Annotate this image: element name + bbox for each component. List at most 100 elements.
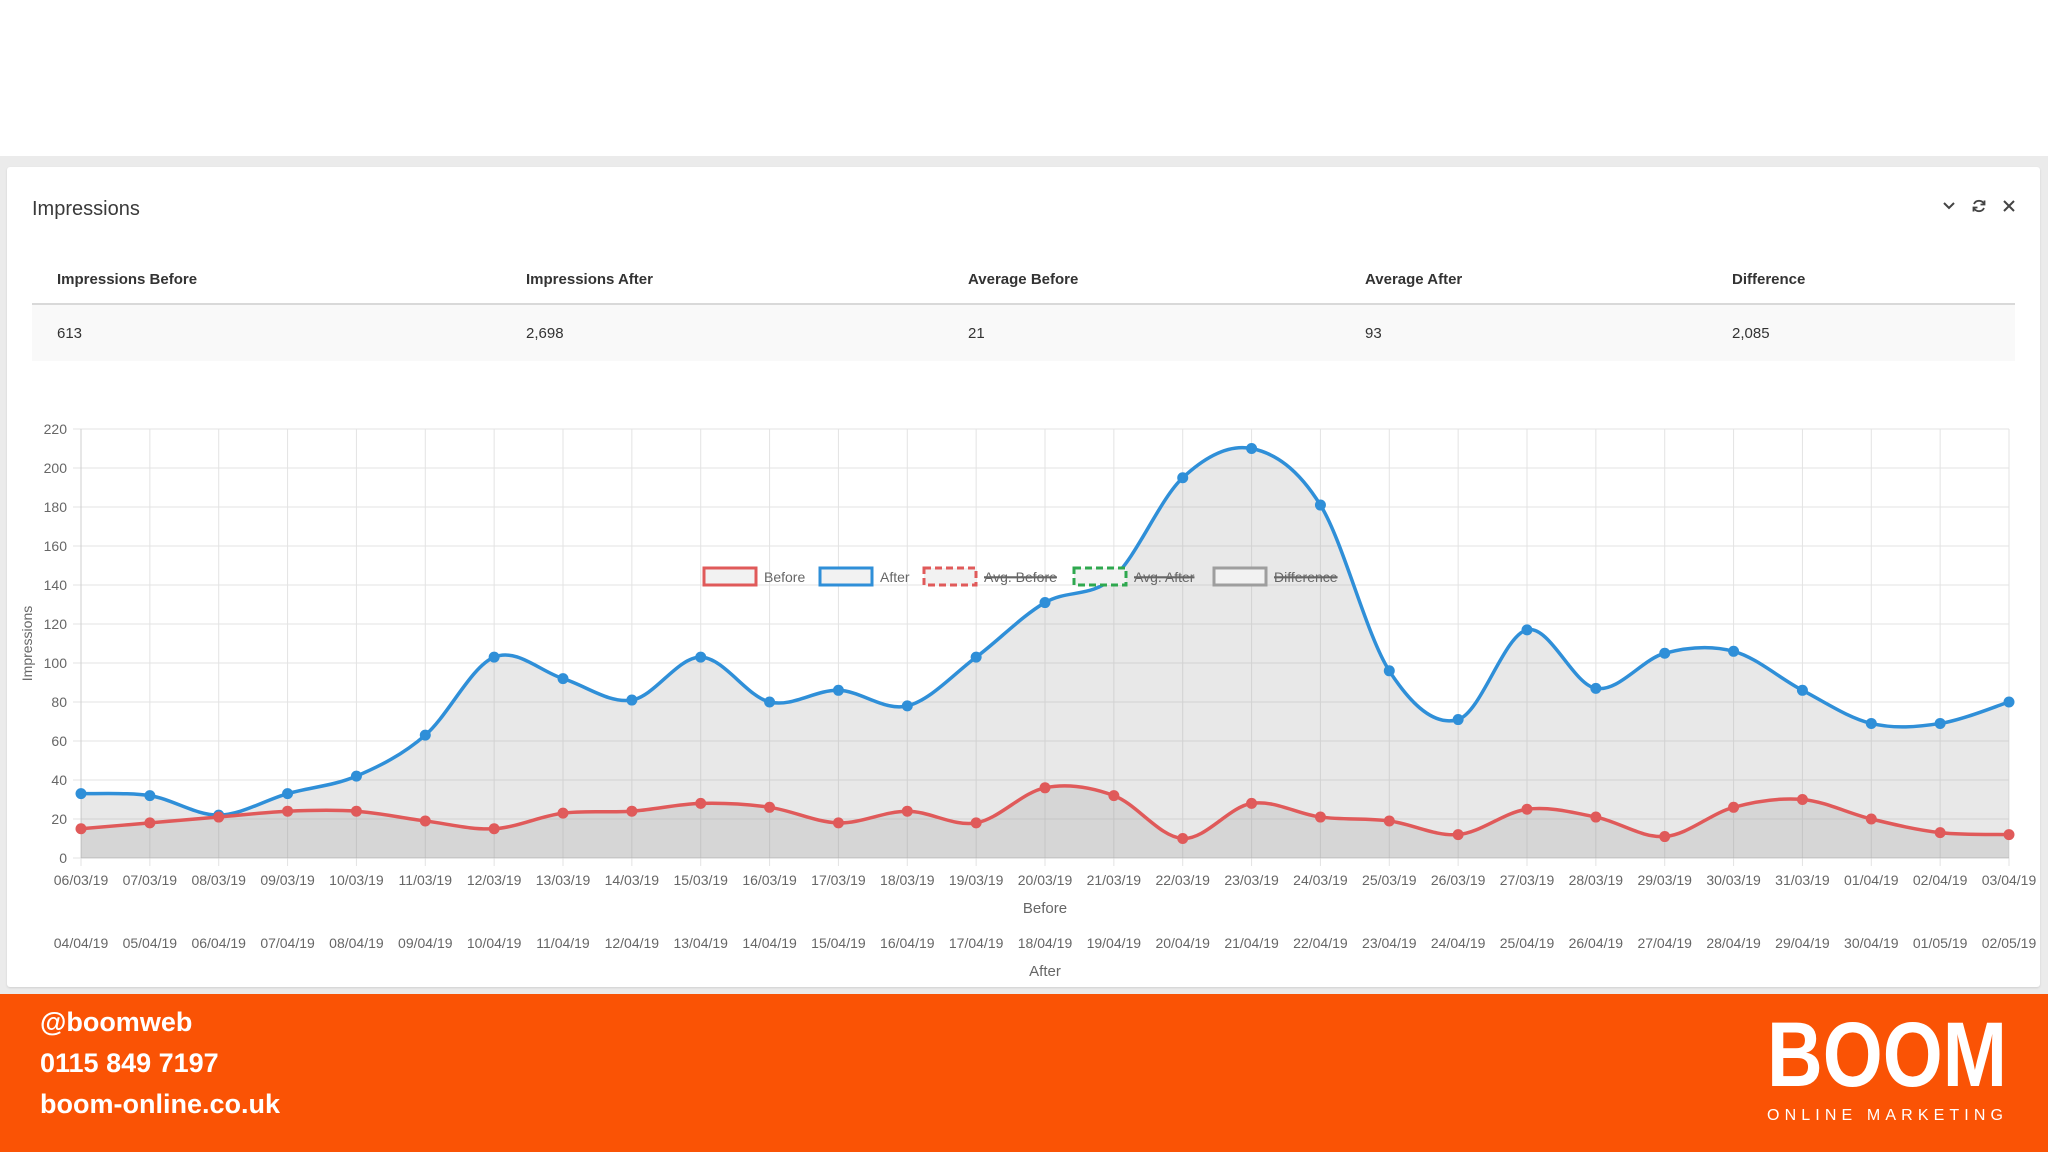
legend-swatch — [922, 566, 978, 587]
legend-item[interactable]: Difference — [1212, 566, 1338, 587]
x-tick-label: 08/03/19 — [191, 872, 246, 888]
data-point-after — [1521, 624, 1533, 636]
legend-swatch — [818, 566, 874, 587]
data-point-before — [1246, 797, 1258, 809]
refresh-button[interactable] — [1970, 197, 1988, 215]
x-tick-label: 09/04/19 — [398, 935, 453, 951]
data-point-before — [488, 823, 500, 835]
series-area-after — [81, 447, 2009, 858]
y-tick-label: 0 — [59, 850, 67, 866]
x-tick-label: 06/04/19 — [191, 935, 246, 951]
logo-wordmark: BOOM — [1767, 1008, 2007, 1106]
y-tick-label: 20 — [51, 811, 67, 827]
x-tick-label: 30/04/19 — [1844, 935, 1899, 951]
x-tick-label: 16/04/19 — [880, 935, 935, 951]
summary-header-row: Impressions Before Impressions After Ave… — [32, 253, 2015, 305]
data-point-before — [1452, 829, 1464, 841]
x-tick-label: 27/04/19 — [1637, 935, 1692, 951]
y-tick-label: 40 — [51, 772, 67, 788]
impressions-panel: Impressions Impressions Before Impressio… — [7, 167, 2040, 987]
header-impressions-after: Impressions After — [526, 271, 653, 288]
data-point-after — [144, 790, 156, 802]
x-tick-label: 29/03/19 — [1637, 872, 1692, 888]
data-point-after — [350, 770, 362, 782]
x-tick-label: 07/04/19 — [260, 935, 315, 951]
boom-logo: BOOM ONLINE MARKETING — [1767, 1008, 2007, 1124]
phone-number: 0115 849 7197 — [40, 1048, 219, 1078]
data-point-before — [1590, 811, 1602, 823]
logo-tagline: ONLINE MARKETING — [1767, 1107, 2007, 1124]
data-point-before — [901, 805, 913, 817]
x-tick-label: 27/03/19 — [1500, 872, 1555, 888]
x-axis-title: After — [1029, 963, 1061, 980]
data-point-after — [1934, 717, 1946, 729]
data-point-before — [1521, 803, 1533, 815]
data-point-before — [213, 811, 225, 823]
x-tick-label: 25/04/19 — [1500, 935, 1555, 951]
data-point-before — [1314, 811, 1326, 823]
x-tick-label: 12/04/19 — [605, 935, 660, 951]
x-tick-label: 09/03/19 — [260, 872, 315, 888]
x-tick-label: 23/03/19 — [1224, 872, 1279, 888]
x-tick-label: 13/04/19 — [673, 935, 728, 951]
legend-swatch — [1212, 566, 1268, 587]
value-difference: 2,085 — [1732, 325, 1770, 342]
data-point-before — [282, 805, 294, 817]
data-point-after — [1452, 714, 1464, 726]
x-tick-label: 02/04/19 — [1913, 872, 1968, 888]
data-point-before — [626, 805, 638, 817]
data-point-before — [1796, 794, 1808, 805]
x-tick-label: 01/05/19 — [1913, 935, 1968, 951]
website-link[interactable]: boom-online.co.uk — [40, 1089, 280, 1119]
data-point-before — [144, 817, 156, 829]
data-point-before — [695, 797, 707, 809]
x-tick-label: 22/03/19 — [1155, 872, 1210, 888]
x-tick-label: 14/03/19 — [605, 872, 660, 888]
series-area-before — [81, 785, 2009, 858]
collapse-button[interactable] — [1940, 197, 1958, 215]
data-point-before — [1865, 813, 1877, 825]
x-tick-label: 15/03/19 — [673, 872, 728, 888]
legend-swatch — [702, 566, 758, 587]
data-point-after — [832, 684, 844, 696]
grid-lines — [73, 428, 2010, 866]
data-point-after — [2003, 696, 2015, 708]
header-average-before: Average Before — [968, 271, 1079, 288]
y-tick-label: 220 — [44, 421, 68, 437]
close-button[interactable] — [2000, 197, 2018, 215]
legend-item[interactable]: Before — [702, 566, 805, 587]
x-tick-label: 21/04/19 — [1224, 935, 1279, 951]
data-point-before — [1383, 815, 1395, 827]
x-tick-label: 26/03/19 — [1431, 872, 1486, 888]
x-tick-label: 23/04/19 — [1362, 935, 1417, 951]
y-tick-label: 80 — [51, 694, 67, 710]
x-axis-title: Before — [1023, 900, 1067, 917]
data-point-after — [901, 700, 913, 712]
data-point-after — [557, 673, 569, 685]
legend-item[interactable]: After — [818, 566, 910, 587]
legend-item[interactable]: Avg. Before — [922, 566, 1057, 587]
y-tick-label: 200 — [44, 460, 68, 476]
y-tick-label: 120 — [44, 616, 68, 632]
x-tick-label: 04/04/19 — [54, 935, 109, 951]
close-icon — [2003, 200, 2015, 212]
y-tick-label: 100 — [44, 655, 68, 671]
y-tick-label: 180 — [44, 499, 68, 515]
data-point-before — [1934, 827, 1946, 839]
data-point-after — [1796, 684, 1808, 696]
footer-banner: @boomweb 0115 849 7197 boom-online.co.uk… — [0, 994, 2048, 1152]
legend-item[interactable]: Avg. After — [1072, 566, 1195, 587]
data-point-after — [764, 696, 776, 708]
x-tick-label: 07/03/19 — [123, 872, 178, 888]
summary-table: Impressions Before Impressions After Ave… — [32, 253, 2015, 361]
data-point-after — [1246, 443, 1258, 454]
x-tick-label: 02/05/19 — [1982, 935, 2037, 951]
header-difference: Difference — [1732, 271, 1806, 288]
x-tick-label: 24/04/19 — [1431, 935, 1486, 951]
value-average-after: 93 — [1365, 325, 1382, 342]
x-tick-label: 31/03/19 — [1775, 872, 1830, 888]
x-tick-label: 19/04/19 — [1087, 935, 1142, 951]
x-tick-label: 17/04/19 — [949, 935, 1004, 951]
x-tick-label: 12/03/19 — [467, 872, 522, 888]
panel-title: Impressions — [32, 198, 140, 220]
